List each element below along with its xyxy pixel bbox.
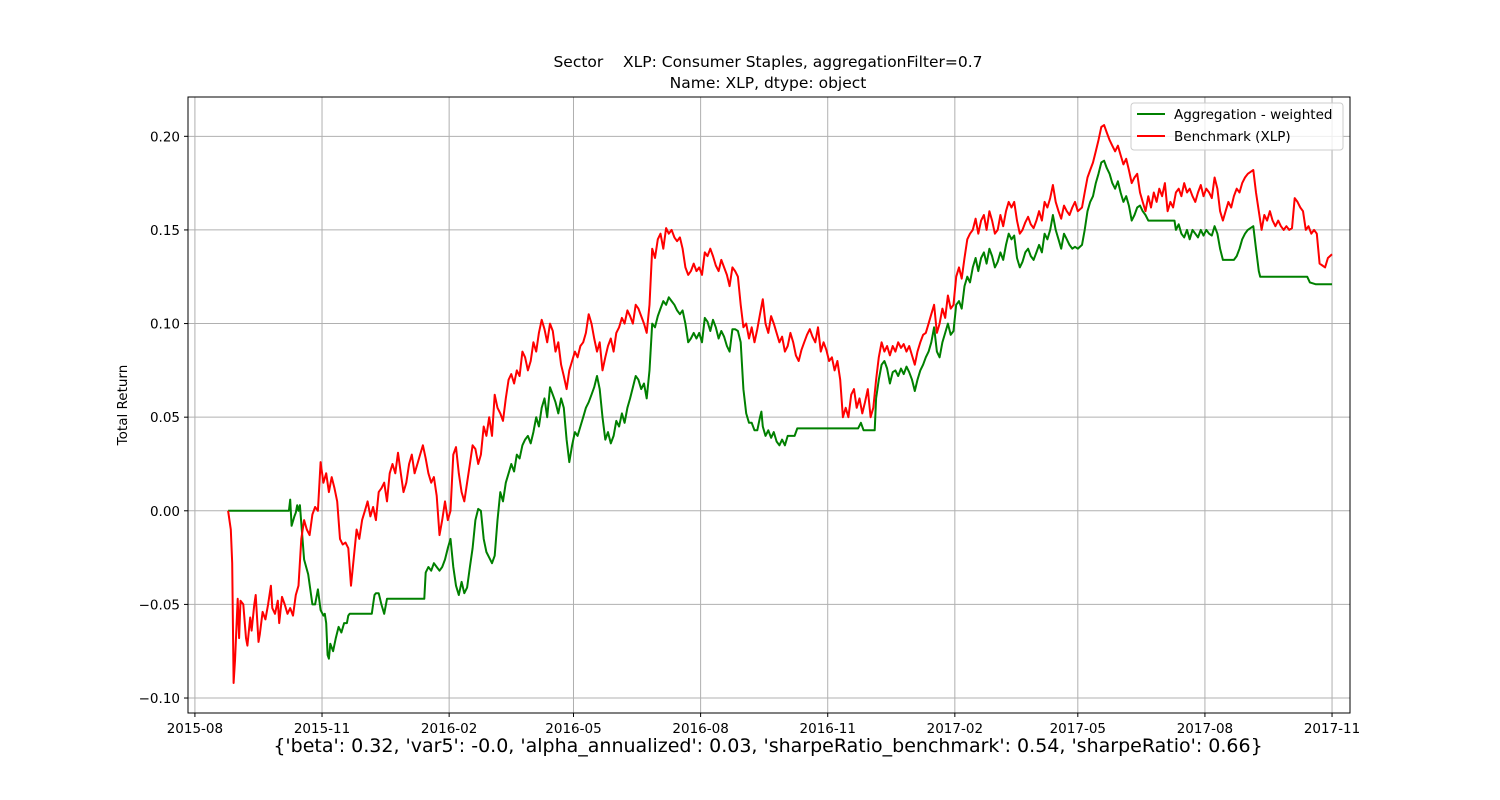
aggregation-weighted-line bbox=[228, 159, 1332, 660]
legend-box bbox=[1130, 102, 1344, 151]
x-tick-label: 2017-11 bbox=[1304, 721, 1360, 737]
x-tick-label: 2016-11 bbox=[800, 721, 856, 737]
x-tick-label: 2016-08 bbox=[672, 721, 728, 737]
legend: Aggregation - weighted Benchmark (XLP) bbox=[1130, 102, 1344, 151]
y-tick-label: −0.05 bbox=[139, 597, 180, 613]
legend-label-aggregation: Aggregation - weighted bbox=[1174, 107, 1332, 123]
x-tick-label: 2017-02 bbox=[927, 721, 983, 737]
chart-title-line-2: Name: XLP, dtype: object bbox=[670, 74, 867, 92]
plot-lines bbox=[227, 124, 1333, 684]
x-tick-label: 2015-08 bbox=[167, 721, 223, 737]
axis-ticks: 2015-08 2015-11 2016-02 2016-05 2016-08 2016-… bbox=[139, 129, 1361, 737]
y-tick-label: 0.10 bbox=[150, 317, 180, 333]
plot-area-frame bbox=[187, 96, 1351, 714]
x-tick-label: 2017-08 bbox=[1177, 721, 1233, 737]
x-tick-label: 2015-11 bbox=[294, 721, 350, 737]
benchmark-xlp-line bbox=[227, 124, 1333, 684]
y-tick-label: −0.10 bbox=[139, 691, 180, 707]
y-tick-label: 0.05 bbox=[150, 410, 180, 426]
chart-title-line-1: Sector XLP: Consumer Staples, aggregatio… bbox=[553, 53, 982, 71]
y-tick-label: 0.20 bbox=[150, 129, 180, 145]
legend-label-benchmark: Benchmark (XLP) bbox=[1174, 129, 1291, 145]
x-tick-label: 2017-05 bbox=[1050, 721, 1106, 737]
metrics-footer: {'beta': 0.32, 'var5': -0.0, 'alpha_annu… bbox=[273, 735, 1263, 757]
x-tick-label: 2016-02 bbox=[421, 721, 477, 737]
y-tick-label: 0.15 bbox=[150, 223, 180, 239]
y-axis-label: Total Return bbox=[115, 365, 131, 447]
y-tick-label: 0.00 bbox=[150, 504, 180, 520]
x-tick-label: 2016-05 bbox=[545, 721, 601, 737]
